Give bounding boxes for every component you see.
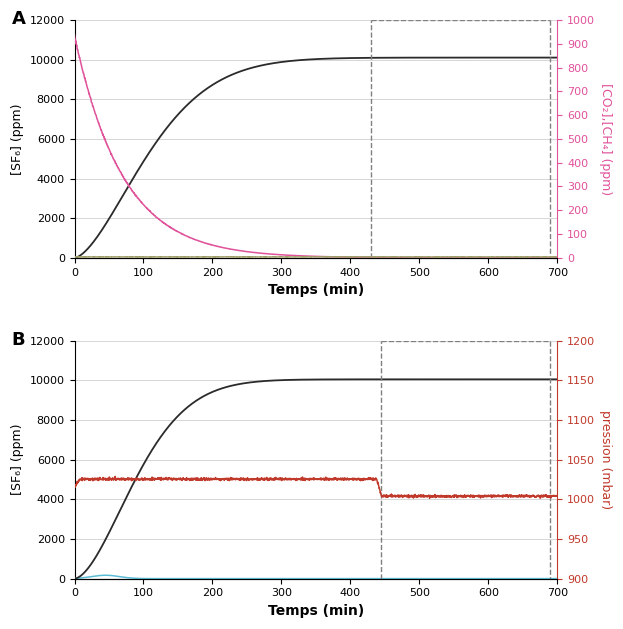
Text: B: B	[12, 331, 26, 349]
X-axis label: Temps (min): Temps (min)	[268, 283, 364, 297]
Y-axis label: [SF₆] (ppm): [SF₆] (ppm)	[11, 424, 24, 496]
Y-axis label: [SF₆] (ppm): [SF₆] (ppm)	[11, 103, 24, 175]
X-axis label: Temps (min): Temps (min)	[268, 604, 364, 618]
Text: A: A	[12, 11, 26, 28]
Y-axis label: pression (mbar): pression (mbar)	[599, 410, 612, 509]
Y-axis label: [CO₂],[CH₄] (ppm): [CO₂],[CH₄] (ppm)	[599, 83, 612, 195]
